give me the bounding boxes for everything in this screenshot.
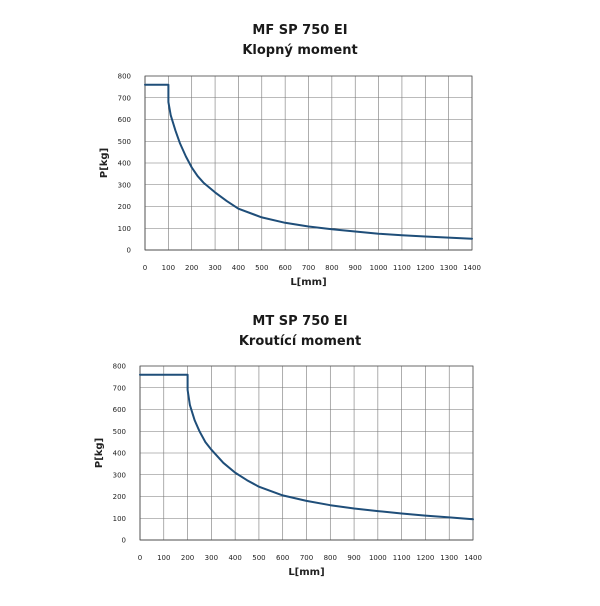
- chart2-ytick-label: 700: [113, 384, 126, 392]
- chart2-frame: [139, 365, 474, 541]
- chart2-xtick-label: 1100: [393, 554, 411, 562]
- chart2-xtick-label: 900: [347, 554, 360, 562]
- chart1-xlabel: L[mm]: [290, 277, 326, 288]
- chart1-ytick-label: 0: [127, 247, 131, 255]
- chart1-ytick-label: 500: [118, 138, 131, 146]
- chart2-title: MT SP 750 EI: [252, 314, 348, 329]
- chart1-frame: [144, 75, 473, 251]
- chart2-xtick-label: 600: [276, 554, 289, 562]
- chart1-ytick-label: 300: [118, 181, 131, 189]
- chart1-ytick-label: 700: [118, 94, 131, 102]
- chart1-xtick-label: 600: [278, 264, 291, 272]
- chart1-title: MF SP 750 EI: [252, 23, 348, 38]
- chart2-xtick-label: 800: [324, 554, 337, 562]
- chart1-xtick-label: 1200: [416, 264, 434, 272]
- chart1-xtick-label: 1400: [463, 264, 481, 272]
- chart2-xtick-label: 0: [138, 554, 142, 562]
- chart2-xtick-label: 1300: [440, 554, 458, 562]
- chart1-ytick-label: 800: [118, 73, 131, 81]
- chart2-ytick-label: 0: [122, 537, 126, 545]
- chart2-series-line: [139, 373, 474, 521]
- chart1-ytick-label: 400: [118, 160, 131, 168]
- chart2-xtick-label: 1200: [417, 554, 435, 562]
- chart2-xtick-label: 400: [228, 554, 241, 562]
- chart2-ytick-label: 200: [113, 493, 126, 501]
- chart1-xtick-label: 1300: [440, 264, 458, 272]
- chart1-series-line: [144, 83, 473, 240]
- chart1-xtick-label: 500: [255, 264, 268, 272]
- chart1-xtick-label: 200: [185, 264, 198, 272]
- chart1-ytick-label: 100: [118, 225, 131, 233]
- chart1-xtick-label: 800: [325, 264, 338, 272]
- chart2-ytick-label: 300: [113, 471, 126, 479]
- chart1-xtick-label: 700: [302, 264, 315, 272]
- chart2-xtick-label: 1400: [464, 554, 482, 562]
- chart1-ytick-label: 200: [118, 203, 131, 211]
- chart2-xtick-label: 300: [205, 554, 218, 562]
- chart2-xtick-label: 100: [157, 554, 170, 562]
- chart1-subtitle: Klopný moment: [242, 43, 358, 58]
- chart2-ytick-label: 100: [113, 515, 126, 523]
- chart2-ytick-label: 500: [113, 428, 126, 436]
- chart2-ytick-label: 600: [113, 406, 126, 414]
- chart2-ytick-label: 400: [113, 450, 126, 458]
- chart1-xtick-label: 400: [232, 264, 245, 272]
- chart2-ytick-label: 800: [113, 363, 126, 371]
- chart1-xtick-label: 1000: [370, 264, 388, 272]
- chart2-xtick-label: 1000: [369, 554, 387, 562]
- chart1-xtick-label: 0: [143, 264, 147, 272]
- chart2-xtick-label: 500: [252, 554, 265, 562]
- chart2-xtick-label: 700: [300, 554, 313, 562]
- chart1-ylabel: P[kg]: [99, 148, 110, 178]
- chart2-ylabel: P[kg]: [94, 438, 105, 468]
- chart2-xtick-label: 200: [181, 554, 194, 562]
- chart1-xtick-label: 300: [208, 264, 221, 272]
- chart1-ytick-label: 600: [118, 116, 131, 124]
- chart1-xtick-label: 900: [349, 264, 362, 272]
- chart1-xtick-label: 1100: [393, 264, 411, 272]
- chart2-subtitle: Kroutící moment: [238, 334, 362, 349]
- chart2-xlabel: L[mm]: [288, 567, 324, 578]
- chart1-xtick-label: 100: [162, 264, 175, 272]
